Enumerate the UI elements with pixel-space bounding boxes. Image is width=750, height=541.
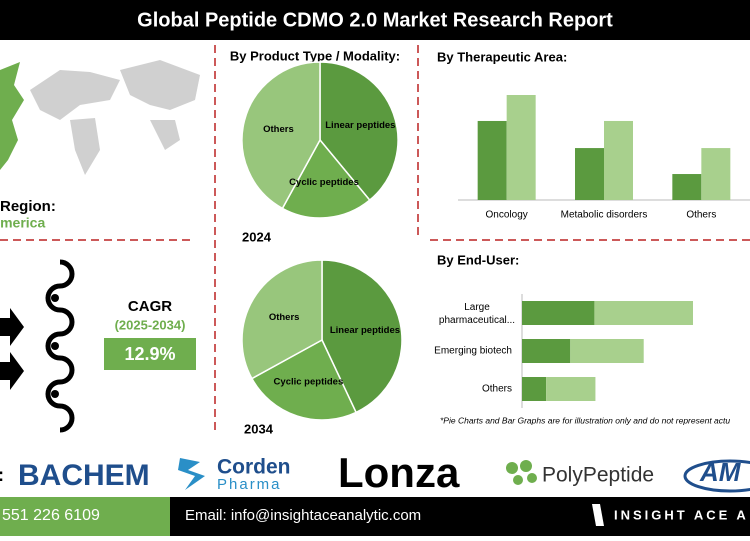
- slice-label: Linear peptides: [330, 325, 400, 336]
- pie-year: 2034: [244, 421, 274, 436]
- pie-slice: [281, 138, 371, 219]
- bar: [575, 148, 604, 200]
- polypeptide-icon: [506, 460, 537, 485]
- bar-segment: [594, 301, 693, 325]
- pie-year: 2024: [242, 229, 272, 244]
- slice-label: Cyclic peptides: [289, 177, 359, 188]
- dividers: [0, 45, 750, 435]
- footnote: *Pie Charts and Bar Graphs are for illus…: [440, 415, 730, 425]
- bar: [701, 148, 731, 200]
- world-map: [0, 60, 200, 175]
- cagr-box: [104, 338, 196, 370]
- bar-segment: [522, 339, 571, 363]
- company-logo: Pharma: [217, 476, 282, 493]
- header-bar: [0, 0, 750, 40]
- pie-slice: [241, 61, 321, 210]
- company-logo: Corden: [217, 456, 291, 479]
- email: Email: info@insightaceanalytic.com: [185, 507, 421, 524]
- x-tick-label: Oncology: [486, 210, 528, 221]
- y-tick-label: Large pharmaceutical...: [439, 302, 515, 326]
- x-tick-label: Others: [686, 210, 716, 221]
- bar: [604, 120, 633, 200]
- y-tick-label: Emerging biotech: [434, 346, 512, 357]
- chain-icon: [45, 259, 75, 433]
- brand-icon: [592, 504, 604, 526]
- arrow-icons: [0, 308, 24, 390]
- pie-slice: [241, 259, 323, 380]
- region-label: Region:: [0, 198, 56, 215]
- y-tick-label: Others: [482, 384, 512, 395]
- bar-segment: [546, 377, 596, 401]
- section-heading: By Product Type / Modality:: [230, 48, 400, 63]
- bar-segment: [522, 301, 595, 325]
- bar-segment: [522, 377, 547, 401]
- slice-label: Others: [269, 312, 300, 323]
- bar: [506, 95, 536, 200]
- bar-segment: [570, 339, 644, 363]
- cagr-period: (2025-2034): [115, 317, 186, 332]
- pie-slice: [319, 61, 399, 202]
- cagr-label: CAGR: [128, 298, 172, 315]
- footer-bar: [170, 497, 750, 536]
- slice-label: Cyclic peptides: [274, 376, 344, 387]
- company-logo: Lonza: [338, 449, 460, 496]
- pie-slice: [250, 338, 358, 421]
- x-tick-label: Metabolic disorders: [561, 210, 648, 221]
- chart-title: By End-User:: [437, 252, 519, 267]
- header-title: Global Peptide CDMO 2.0 Market Research …: [137, 9, 613, 31]
- company-logo: PolyPeptide: [542, 464, 654, 487]
- chart-title: By Therapeutic Area:: [437, 49, 567, 64]
- pie-slice: [321, 259, 403, 414]
- bar: [477, 120, 507, 200]
- region-value: America: [0, 215, 45, 231]
- phone: 551 226 6109: [2, 507, 100, 524]
- phone-box: [0, 497, 170, 536]
- company-logo: AM: [699, 457, 742, 487]
- slice-label: Linear peptides: [325, 120, 395, 131]
- ambio-icon: [683, 459, 750, 493]
- bar: [672, 174, 702, 200]
- company-logo: BACHEM: [18, 459, 150, 492]
- brand: INSIGHT ACE A: [614, 507, 749, 522]
- cagr-value: 12.9%: [124, 344, 175, 364]
- slice-label: Others: [263, 124, 294, 135]
- corden-icon: [178, 458, 205, 490]
- companies-label: :: [0, 465, 4, 485]
- chain-dots: [51, 294, 59, 398]
